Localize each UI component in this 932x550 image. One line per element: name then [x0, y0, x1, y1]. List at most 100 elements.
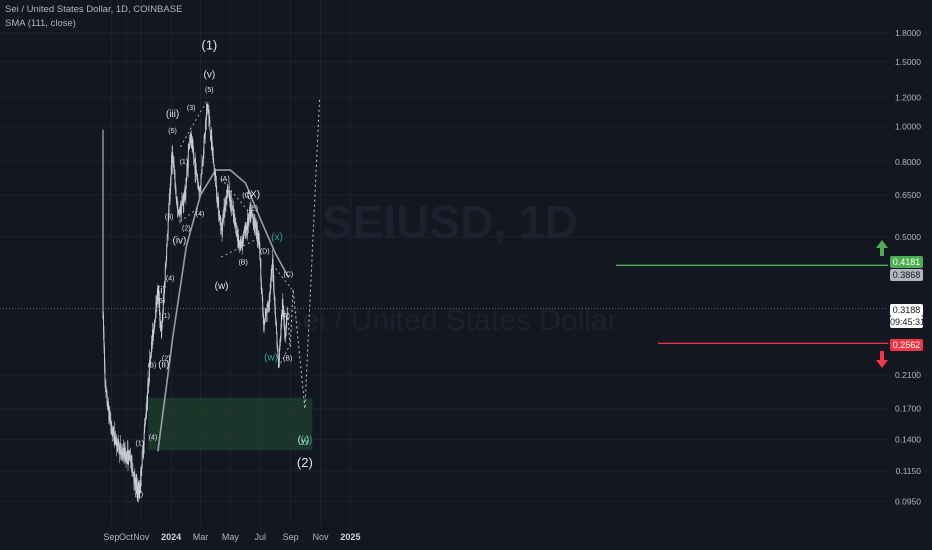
candle-body [196, 175, 198, 181]
candle-body [231, 208, 233, 210]
candle-body [217, 199, 219, 203]
sma-price-badge: 0.3868 [890, 269, 923, 281]
candle-body [220, 222, 222, 230]
candle-body [105, 390, 107, 392]
candle-body [174, 171, 175, 173]
candle-body [131, 456, 133, 471]
candle-body [119, 448, 121, 455]
candle-body [230, 199, 232, 209]
candle-body [187, 165, 189, 168]
candle-body [230, 199, 232, 207]
candle-body [273, 271, 274, 286]
candle-body [156, 289, 158, 301]
candle-body [134, 477, 136, 487]
candle-body [285, 329, 287, 335]
price-tick-label: 0.1150 [896, 466, 922, 476]
wave-label: (D) [260, 249, 270, 256]
candle-body [259, 257, 261, 259]
candle-body [199, 190, 201, 192]
candle-body [192, 143, 194, 148]
candle-body [138, 487, 140, 494]
wave-label: (4) [196, 211, 205, 218]
candle-body [271, 268, 273, 277]
candle-body [166, 235, 168, 246]
candle-body [257, 237, 259, 239]
candle-body [170, 177, 172, 189]
wave-trendlines [180, 99, 292, 368]
candle-body [178, 212, 179, 213]
candle-body [210, 135, 212, 142]
candle-body [240, 241, 242, 245]
candle-body [168, 201, 170, 209]
candle-body [138, 487, 140, 494]
candle-body [262, 312, 264, 319]
wave-label: (v) [203, 69, 215, 80]
candle-body [111, 431, 113, 433]
candle-body [194, 159, 196, 163]
candle-body [135, 481, 137, 484]
candle-body [180, 205, 182, 214]
candle-body [270, 276, 272, 283]
candle-body [200, 173, 202, 186]
candle-body [184, 188, 186, 198]
candle-body [237, 236, 239, 245]
trendline [220, 178, 256, 220]
candle-body [187, 151, 189, 168]
candle-body [152, 329, 153, 343]
time-tick-label: Jul [255, 532, 267, 542]
candle-body [242, 237, 244, 239]
watermark-ticker: SEIUSD, 1D [322, 196, 578, 248]
candle-body [245, 225, 247, 235]
candle-body [183, 194, 185, 204]
candle-body [268, 302, 270, 306]
candle-body [124, 447, 126, 459]
trendline [278, 347, 290, 368]
candle-body [127, 449, 128, 457]
candle-body [112, 426, 114, 435]
candle-body [247, 217, 248, 230]
candle-body [250, 210, 252, 220]
candle-body [185, 179, 187, 189]
candle-body [128, 450, 130, 461]
candle-body [238, 245, 240, 247]
candle-body [172, 160, 174, 165]
candle-body [276, 334, 278, 345]
candle-body [248, 212, 250, 219]
candle-body [264, 322, 266, 324]
candle-body [205, 120, 207, 125]
candle-body [104, 346, 105, 366]
chart-grid [0, 0, 888, 525]
candle-body [174, 172, 176, 187]
candle-body [115, 440, 117, 444]
candle-body [123, 448, 125, 459]
candle-body [245, 228, 247, 235]
candle-body [191, 141, 193, 144]
candle-body [133, 476, 135, 482]
candle-series [102, 102, 288, 503]
target-price-badge: 0.4181 [890, 256, 923, 268]
price-tick-label: 0.1700 [895, 404, 921, 414]
candle-body [217, 199, 219, 201]
candle-body [202, 162, 203, 164]
candle-body [199, 188, 200, 192]
candle-body [195, 164, 197, 171]
wave-label: (X) [247, 190, 260, 201]
candle-body [164, 269, 166, 284]
candle-body [228, 190, 230, 201]
candle-body [126, 453, 127, 462]
candle-body [128, 450, 129, 465]
candle-body [171, 155, 173, 175]
candle-body [235, 223, 237, 234]
candle-body [253, 223, 255, 229]
candle-body [236, 230, 238, 236]
candle-body [280, 328, 282, 339]
indicator-legend[interactable]: SMA (111, close) [5, 18, 76, 29]
candle-body [282, 311, 284, 313]
candle-body [188, 144, 190, 146]
candle-body [181, 200, 183, 202]
candle-body [215, 176, 217, 187]
time-tick-label: Nov [133, 532, 150, 542]
candle-body [201, 163, 203, 174]
wave-label: (5) [157, 298, 166, 305]
